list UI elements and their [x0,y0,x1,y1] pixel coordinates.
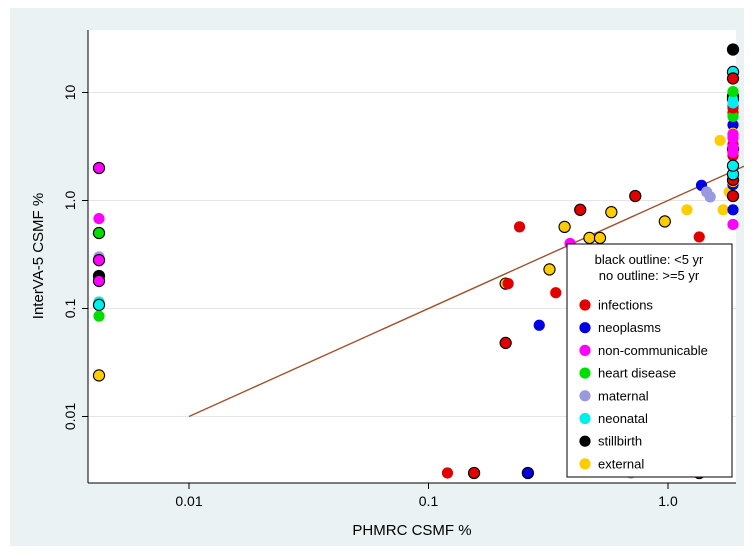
data-point [92,254,106,267]
data-point [714,134,726,147]
reference-line [188,165,744,418]
legend-label: maternal [598,388,649,403]
data-point [533,319,545,331]
data-point [543,263,556,276]
data-point [558,220,571,234]
identity-line [188,165,744,418]
data-point [583,231,596,245]
legend-label: neoplasms [598,320,661,335]
data-point [92,298,106,312]
data-point [502,278,514,290]
legend-marker [579,367,591,379]
legend-marker [579,299,591,311]
legend-header-line-1: black outline: <5 yr [595,252,704,267]
data-point [605,206,618,219]
y-tick-label: 1.0 [62,191,78,211]
data-point [693,231,705,243]
legend-label: non-communicable [598,343,708,358]
y-tick-label: 0.1 [62,299,78,319]
legend-label: heart disease [598,366,676,381]
legend-marker [579,435,591,447]
legend-marker [579,390,591,402]
x-tick-label: 0.01 [175,493,202,509]
legend-marker [579,322,591,334]
x-tick-label: 1.0 [658,493,678,509]
data-point [629,189,642,203]
legend-header-line-2: no outline: >=5 yr [599,268,700,283]
legend-label: stillbirth [598,434,642,449]
data-point [550,287,562,299]
data-point [726,43,740,56]
data-point [513,221,526,233]
legend-label: neonatal [598,411,648,426]
legend-marker [579,458,591,470]
data-point [727,218,739,231]
data-point [726,72,740,85]
data-point [441,467,454,479]
legend-marker [579,344,591,356]
legend-label: external [598,456,644,471]
data-point [727,204,739,216]
data-point [593,231,607,245]
y-axis-title: InterVA-5 CSMF % [30,193,47,319]
data-point [727,128,739,140]
data-point [681,204,693,216]
data-point [92,161,106,175]
data-point [727,119,739,131]
data-point [93,212,105,225]
data-point [92,226,106,240]
y-tick-label: 10 [62,85,78,101]
x-tick-label: 0.1 [419,493,439,509]
data-point [521,466,535,480]
data-point [92,274,106,288]
data-point [92,369,106,382]
legend: black outline: <5 yr no outline: >=5 yr … [566,243,733,478]
data-point [726,189,740,203]
data-point [704,191,716,203]
data-point [727,85,739,98]
legend-marker [579,412,591,425]
data-points [92,43,740,480]
data-point [499,336,512,350]
x-axis-title: PHMRC CSMF % [352,522,471,539]
data-point [574,203,587,216]
data-point [727,97,739,109]
data-point [726,159,740,172]
data-point [658,215,671,228]
data-point [717,204,729,216]
data-point [93,310,105,322]
legend-box [566,243,733,478]
data-point [727,146,739,158]
y-tick-label: 0.01 [62,403,78,430]
data-point [467,466,481,480]
legend-label: infections [598,298,653,313]
data-point [727,110,739,123]
